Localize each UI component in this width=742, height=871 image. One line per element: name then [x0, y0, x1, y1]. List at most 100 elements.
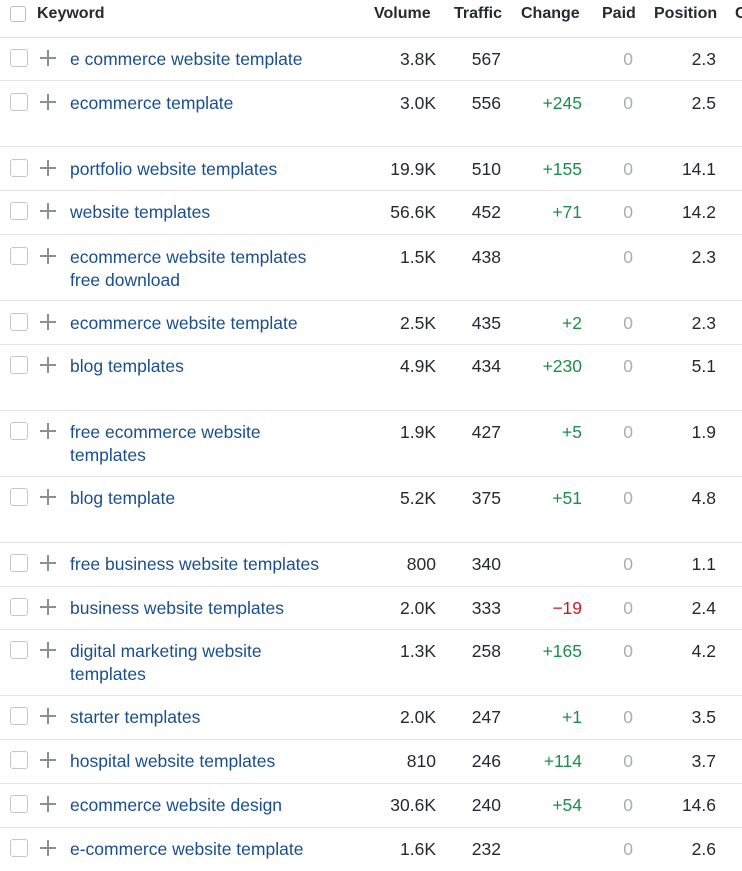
change-value: +1	[562, 707, 582, 727]
add-keyword-plus-icon[interactable]	[39, 488, 57, 506]
traffic-value: 452	[471, 202, 501, 222]
row-checkbox[interactable]	[10, 247, 28, 265]
row-checkbox[interactable]	[10, 49, 28, 67]
keyword-link[interactable]: starter templates	[70, 707, 201, 727]
row-checkbox[interactable]	[10, 93, 28, 111]
column-header-position[interactable]: Position	[654, 5, 718, 22]
keyword-link[interactable]: ecommerce website templates free downloa…	[70, 247, 307, 290]
select-all-checkbox[interactable]	[10, 6, 26, 22]
row-checkbox[interactable]	[10, 159, 28, 177]
column-header-paid[interactable]: Paid	[602, 5, 636, 22]
add-keyword-plus-icon[interactable]	[39, 598, 57, 616]
position-value: 1.1	[691, 554, 716, 574]
paid-value: 0	[623, 751, 633, 771]
position-value: 2.3	[691, 49, 716, 69]
table-row: ecommerce website template 2.5K 435 +2 0 2.3	[0, 302, 742, 345]
traffic-value: 247	[471, 707, 501, 727]
change-value: +54	[552, 795, 582, 815]
paid-value: 0	[623, 707, 633, 727]
position-value: 3.5	[691, 707, 716, 727]
paid-value: 0	[623, 313, 633, 333]
keyword-link[interactable]: free business website templates	[70, 554, 320, 574]
add-keyword-plus-icon[interactable]	[39, 247, 57, 265]
volume-value: 5.2K	[400, 488, 436, 508]
add-keyword-plus-icon[interactable]	[39, 422, 57, 440]
row-checkbox[interactable]	[10, 488, 28, 506]
keyword-link[interactable]: ecommerce website design	[70, 795, 283, 815]
add-keyword-plus-icon[interactable]	[39, 49, 57, 67]
keyword-link[interactable]: blog template	[70, 488, 176, 508]
add-keyword-plus-icon[interactable]	[39, 751, 57, 769]
paid-value: 0	[623, 598, 633, 618]
traffic-value: 375	[471, 488, 501, 508]
row-checkbox[interactable]	[10, 313, 28, 331]
position-value: 2.5	[691, 93, 716, 113]
table-row: ecommerce template 3.0K 556 +245 0 2.5	[0, 82, 742, 147]
volume-value: 4.9K	[400, 356, 436, 376]
change-value: +2	[562, 313, 582, 333]
add-keyword-plus-icon[interactable]	[39, 839, 57, 857]
volume-value: 2.0K	[400, 598, 436, 618]
row-checkbox[interactable]	[10, 202, 28, 220]
traffic-value: 232	[471, 839, 501, 859]
paid-value: 0	[623, 488, 633, 508]
row-checkbox[interactable]	[10, 795, 28, 813]
change-value: +114	[543, 751, 582, 771]
traffic-value: 556	[471, 93, 501, 113]
table-row: hospital website templates 810 246 +114 0 3.7	[0, 740, 742, 784]
add-keyword-plus-icon[interactable]	[39, 313, 57, 331]
column-header-keyword[interactable]: Keyword	[37, 5, 105, 22]
volume-value: 1.3K	[400, 641, 436, 661]
keyword-link[interactable]: hospital website templates	[70, 751, 276, 771]
row-checkbox[interactable]	[10, 356, 28, 374]
add-keyword-plus-icon[interactable]	[39, 202, 57, 220]
row-checkbox[interactable]	[10, 707, 28, 725]
keyword-link[interactable]: free ecommerce website templates	[70, 422, 261, 465]
volume-value: 56.6K	[390, 202, 436, 222]
paid-value: 0	[623, 356, 633, 376]
traffic-value: 438	[471, 247, 501, 267]
change-value: +245	[542, 93, 582, 113]
table-row: blog template 5.2K 375 +51 0 4.8	[0, 477, 742, 543]
column-header-traffic[interactable]: Traffic	[454, 5, 503, 22]
add-keyword-plus-icon[interactable]	[39, 707, 57, 725]
traffic-value: 427	[471, 422, 501, 442]
paid-value: 0	[623, 641, 633, 661]
keyword-link[interactable]: ecommerce template	[70, 93, 234, 113]
traffic-value: 258	[471, 641, 501, 661]
paid-value: 0	[623, 554, 633, 574]
column-header-change[interactable]: Change	[521, 5, 580, 22]
volume-value: 1.6K	[400, 839, 436, 859]
row-checkbox[interactable]	[10, 641, 28, 659]
keyword-link[interactable]: e-commerce website template	[70, 839, 304, 859]
add-keyword-plus-icon[interactable]	[39, 554, 57, 572]
keyword-link[interactable]: ecommerce website template	[70, 313, 298, 333]
add-keyword-plus-icon[interactable]	[39, 795, 57, 813]
paid-value: 0	[623, 159, 633, 179]
add-keyword-plus-icon[interactable]	[39, 159, 57, 177]
keyword-link[interactable]: e commerce website template	[70, 49, 303, 69]
table-row: ecommerce website design 30.6K 240 +54 0 14.6	[0, 784, 742, 828]
add-keyword-plus-icon[interactable]	[39, 641, 57, 659]
keyword-link[interactable]: portfolio website templates	[70, 159, 278, 179]
volume-value: 810	[406, 751, 436, 771]
keyword-link[interactable]: website templates	[70, 202, 211, 222]
row-checkbox[interactable]	[10, 839, 28, 857]
row-checkbox[interactable]	[10, 422, 28, 440]
volume-value: 30.6K	[390, 795, 436, 815]
volume-value: 1.9K	[400, 422, 436, 442]
column-header-volume[interactable]: Volume	[374, 5, 431, 22]
keyword-link[interactable]: blog templates	[70, 356, 184, 376]
change-value: +155	[542, 159, 582, 179]
add-keyword-plus-icon[interactable]	[39, 93, 57, 111]
position-value: 14.2	[681, 202, 716, 222]
keyword-link[interactable]: digital marketing website templates	[70, 641, 262, 684]
position-value: 4.2	[691, 641, 716, 661]
change-value: +71	[552, 202, 582, 222]
add-keyword-plus-icon[interactable]	[39, 356, 57, 374]
row-checkbox[interactable]	[10, 751, 28, 769]
column-header-cutoff[interactable]: C	[735, 5, 742, 22]
row-checkbox[interactable]	[10, 598, 28, 616]
row-checkbox[interactable]	[10, 554, 28, 572]
keyword-link[interactable]: business website templates	[70, 598, 284, 618]
